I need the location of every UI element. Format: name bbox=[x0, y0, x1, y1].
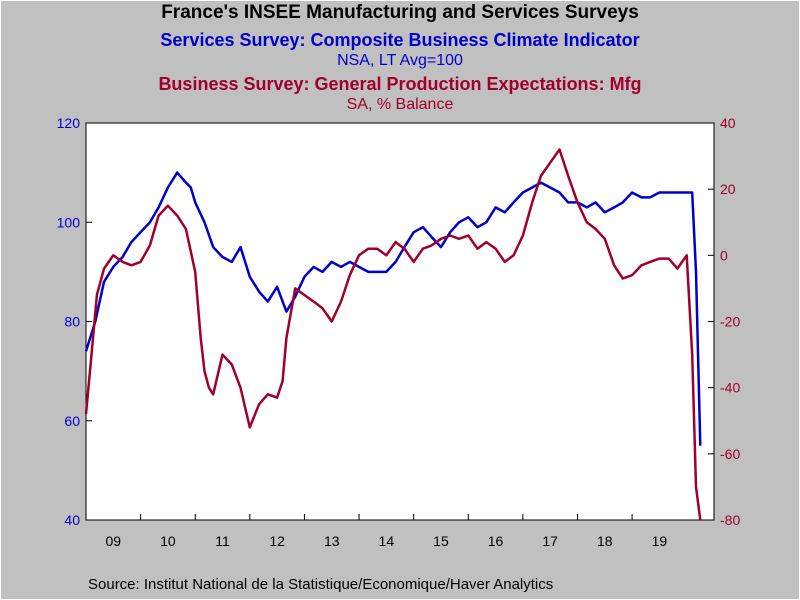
x-axis-tick-label: 09 bbox=[106, 533, 122, 549]
left-axis-tick-label: 60 bbox=[64, 413, 80, 429]
x-axis-tick-label: 12 bbox=[269, 533, 285, 549]
source-note: Source: Institut National de la Statisti… bbox=[88, 576, 554, 593]
right-axis-tick-label: 20 bbox=[720, 181, 736, 197]
series-line-mfg-expectations bbox=[84, 148, 702, 521]
left-axis-tick-label: 40 bbox=[64, 512, 80, 528]
right-axis-tick-label: -60 bbox=[720, 446, 740, 462]
x-axis-tick-label: 16 bbox=[488, 533, 504, 549]
right-axis-tick-label: -40 bbox=[720, 380, 740, 396]
x-axis-tick-label: 18 bbox=[597, 533, 613, 549]
left-axis-tick-label: 80 bbox=[64, 314, 80, 330]
series-line-services-climate bbox=[84, 171, 702, 446]
right-axis-tick-label: -20 bbox=[720, 314, 740, 330]
x-axis-tick-label: 17 bbox=[542, 533, 558, 549]
right-axis-tick-label: 0 bbox=[720, 247, 728, 263]
series1-title: Services Survey: Composite Business Clim… bbox=[160, 30, 640, 50]
left-axis-tick-label: 120 bbox=[57, 115, 81, 131]
x-axis-tick-label: 10 bbox=[160, 533, 176, 549]
x-axis-tick-label: 11 bbox=[215, 533, 230, 549]
chart-title: France's INSEE Manufacturing and Service… bbox=[161, 2, 639, 23]
x-axis-tick-label: 13 bbox=[324, 533, 340, 549]
x-axis-tick-label: 19 bbox=[652, 533, 668, 549]
series2-title: Business Survey: General Production Expe… bbox=[158, 74, 642, 94]
left-axis-tick-label: 100 bbox=[57, 214, 81, 230]
series2-subtitle: SA, % Balance bbox=[346, 96, 454, 113]
x-axis-tick-label: 15 bbox=[433, 533, 449, 549]
plot-area bbox=[85, 122, 715, 521]
right-axis-tick-label: 40 bbox=[720, 115, 736, 131]
x-axis-tick-label: 14 bbox=[379, 533, 395, 549]
series1-subtitle: NSA, LT Avg=100 bbox=[337, 52, 463, 69]
right-axis-tick-label: -80 bbox=[720, 512, 740, 528]
